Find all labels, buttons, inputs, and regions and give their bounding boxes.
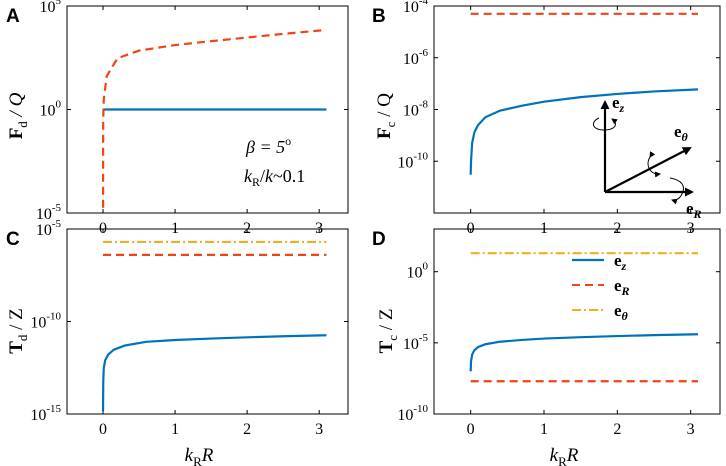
legend-label-ez: ez	[614, 251, 627, 273]
y-tick-label-d-1: 10-5	[403, 332, 429, 353]
legend-label-er: eR	[614, 276, 630, 298]
annotation-beta-sup: o	[285, 134, 291, 148]
ylabel-c-main: T	[6, 341, 27, 354]
y-tick-label-b-0: 10-10	[397, 150, 428, 171]
panel-letter-b: B	[372, 6, 386, 27]
x-tick-label-c-1: 1	[171, 421, 179, 438]
ylabel-a-tail: / Q	[6, 92, 27, 121]
plot-frame-d	[433, 228, 721, 415]
x-tick-label-d-2: 2	[613, 421, 621, 438]
etheta-axis-arrow	[604, 147, 692, 193]
ylabel-b-sub: c	[383, 121, 398, 127]
x-tick-label-c-0: 0	[99, 421, 107, 438]
xlabel-left: kRR	[185, 445, 214, 466]
inset-label-ez-text: e	[612, 93, 620, 112]
ylabel-a: Fd / Q	[6, 92, 30, 139]
legend-label-ez-sub: z	[621, 259, 627, 273]
legend-label-etheta: eθ	[614, 301, 629, 323]
legend-label-etheta-sub: θ	[622, 309, 629, 323]
xlabel-right: kRR	[550, 445, 579, 466]
inset-label-ez: ez	[612, 93, 625, 115]
inset-label-er: eR	[686, 199, 702, 221]
annotation-kratio: kR/k~0.1	[244, 166, 305, 189]
inset-label-etheta-text: e	[674, 122, 682, 141]
y-tick-label-d-2: 100	[407, 261, 429, 282]
y-tick-label-b-2: 10-6	[403, 47, 429, 68]
ylabel-b-main: F	[374, 127, 395, 139]
panel-letter-d: D	[372, 229, 386, 250]
y-tick-label-d-0: 10-10	[397, 403, 428, 424]
ylabel-d-main: T	[376, 340, 397, 353]
legend-label-er-sub: R	[621, 284, 630, 298]
x-tick-label-c-2: 2	[243, 421, 251, 438]
legend: ez eR eθ	[572, 251, 630, 323]
series-group-b	[469, 12, 699, 175]
ylabel-a-sub: d	[15, 121, 30, 128]
inset-label-etheta: eθ	[674, 122, 689, 144]
inset-label-er-sub: R	[693, 207, 702, 221]
ylabel-c-sub: d	[15, 334, 30, 341]
x-tick-label-d-0: 0	[467, 421, 475, 438]
ylabel-d-sub: c	[385, 335, 400, 341]
series-group-c	[101, 240, 327, 411]
y-tick-label-c-0: 10-15	[30, 403, 61, 424]
y-tick-label-c-1: 10-10	[30, 311, 61, 332]
inset-label-ez-sub: z	[619, 101, 625, 115]
ylabel-d: Tc / Z	[376, 309, 400, 354]
x-tick-label-d-1: 1	[540, 421, 548, 438]
legend-label-ez-text: e	[614, 251, 622, 270]
y-tick-label-c-2: 10-5	[36, 218, 62, 239]
panel-letter-a: A	[6, 6, 20, 27]
y-tick-label-a-2: 105	[40, 0, 62, 16]
y-tick-label-b-3: 10-4	[403, 0, 429, 16]
ylabel-b: Fc / Q	[374, 93, 398, 139]
ylabel-a-main: F	[6, 128, 27, 140]
coordinate-system-inset: ez eθ eR	[592, 93, 702, 221]
annotation-beta-text: β = 5	[245, 137, 285, 157]
ylabel-c-tail: / Z	[6, 308, 27, 334]
series-line-b-ez	[469, 88, 699, 175]
ylabel-d-tail: / Z	[376, 309, 397, 335]
series-line-a-er	[101, 28, 327, 213]
series-line-d-ez	[469, 333, 699, 372]
plot-area-d: 0 1 2 3 10-10 10-5 100	[397, 228, 721, 438]
y-tick-label-b-1: 10-8	[403, 99, 429, 120]
plot-frame-b	[433, 5, 721, 214]
inset-label-etheta-sub: θ	[682, 130, 689, 144]
panel-letter-c: C	[6, 229, 20, 250]
legend-label-er-text: e	[614, 276, 622, 295]
ez-rotation-arrow	[592, 117, 618, 131]
etheta-rotation-arrow	[647, 151, 661, 178]
plot-area-c: 0 1 2 3 10-15 10-10 10-5	[30, 218, 349, 438]
series-line-c-ez	[101, 334, 327, 411]
ylabel-c: Td / Z	[6, 308, 30, 354]
y-tick-label-a-0: 10-5	[36, 202, 62, 223]
ylabel-b-tail: / Q	[374, 93, 395, 122]
panel-c: C Td / Z 0 1 2 3 10-15 10-10 10-5	[6, 218, 349, 438]
legend-label-etheta-text: e	[614, 301, 622, 320]
annotation-beta: β = 5o	[245, 134, 291, 157]
series-group-d	[469, 252, 699, 383]
plot-frame-c	[66, 228, 349, 415]
x-tick-label-c-3: 3	[315, 421, 323, 438]
series-group-a	[101, 28, 327, 213]
er-rotation-arrow	[669, 177, 684, 205]
y-tick-label-a-1: 100	[40, 99, 62, 120]
x-tick-label-d-3: 3	[687, 421, 695, 438]
inset-label-er-text: e	[686, 199, 694, 218]
